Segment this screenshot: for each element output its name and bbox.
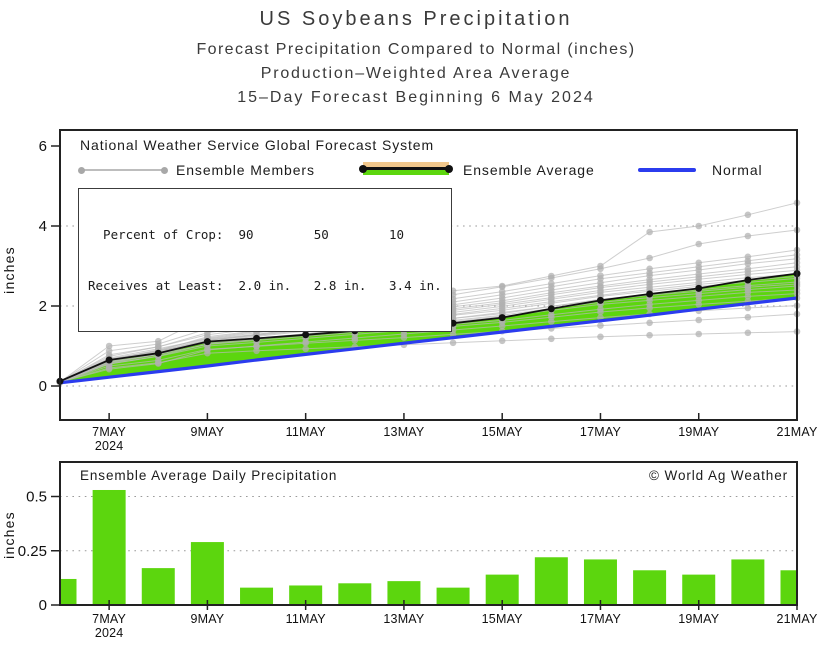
average-marker [646, 290, 654, 298]
x-tick-label: 15MAY [482, 612, 524, 626]
y-tick-label: 4 [39, 218, 47, 235]
below-normal-band-icon [363, 162, 449, 167]
average-marker [547, 305, 555, 313]
x-tick-label: 21MAY [776, 425, 818, 439]
y-axis-title: inches [1, 246, 17, 294]
forecast-source-label: National Weather Service Global Forecast… [80, 137, 435, 153]
bar [60, 578, 77, 605]
average-dot-icon [445, 164, 453, 173]
average-marker [744, 276, 752, 284]
average-marker [695, 284, 703, 292]
plot-frame [59, 461, 798, 606]
average-marker [203, 338, 211, 346]
bar [583, 559, 617, 605]
y-axis-title: inches [1, 511, 17, 559]
bar [534, 557, 568, 605]
y-tick-label: 0.25 [18, 543, 47, 560]
bar [387, 581, 421, 605]
bar [731, 559, 765, 605]
member-dot-icon [78, 166, 85, 174]
normal-swatch [638, 168, 696, 172]
x-tick-label: 21MAY [776, 612, 818, 626]
x-tick-label: 13MAY [383, 425, 425, 439]
ensemble-average-swatch [359, 162, 453, 175]
average-marker [498, 314, 506, 322]
ensemble-members-swatch [78, 166, 168, 174]
x-tick-label: 7MAY [92, 425, 126, 439]
x-tick-label: 13MAY [383, 612, 425, 626]
subtitle-forecast-period: 15–Day Forecast Beginning 6 May 2024 [237, 89, 595, 106]
x-tick-label: 9MAY [190, 425, 224, 439]
bar [633, 570, 667, 605]
bar [338, 583, 372, 605]
x-tick-label: 17MAY [580, 612, 622, 626]
bar [92, 489, 126, 605]
legend-ensemble-average: Ensemble Average [463, 162, 595, 178]
member-dot-icon [161, 166, 168, 174]
average-marker [302, 331, 310, 339]
x-tick-label: 19MAY [678, 612, 720, 626]
subtitle-comparison: Forecast Precipitation Compared to Norma… [196, 41, 636, 58]
average-marker [105, 356, 113, 364]
legend-normal: Normal [712, 162, 763, 178]
x-year-label: 2024 [95, 439, 124, 453]
average-marker [253, 334, 261, 342]
above-normal-band-icon [363, 170, 449, 175]
legend-ensemble-members: Ensemble Members [176, 162, 315, 178]
plot-frame [59, 129, 798, 421]
bar [682, 574, 716, 605]
page-title: US Soybeans Precipitation [259, 8, 573, 30]
y-tick-label: 2 [39, 298, 47, 315]
stats-percent-row: Percent of Crop: 90 50 10 [88, 227, 405, 242]
subtitle-area-average: Production–Weighted Area Average [260, 65, 572, 82]
bar [240, 587, 274, 605]
crop-percent-stats-box: Percent of Crop: 90 50 10 Receives at Le… [78, 188, 452, 332]
x-year-label: 2024 [95, 626, 124, 640]
copyright-label: © World Ag Weather [649, 468, 788, 483]
x-tick-label: 7MAY [92, 612, 126, 626]
x-tick-label: 19MAY [678, 425, 720, 439]
x-tick-label: 17MAY [580, 425, 622, 439]
y-tick-label: 6 [39, 138, 47, 155]
average-dot-icon [359, 164, 367, 173]
stats-receives-row: Receives at Least: 2.0 in. 2.8 in. 3.4 i… [88, 278, 442, 293]
bar [436, 587, 470, 605]
daily-precip-bars [60, 489, 797, 605]
average-line-icon [363, 167, 449, 170]
x-tick-label: 11MAY [286, 612, 327, 626]
x-tick-label: 9MAY [190, 612, 224, 626]
y-tick-label: 0 [39, 378, 47, 395]
daily-chart-title: Ensemble Average Daily Precipitation [80, 468, 338, 483]
x-tick-label: 15MAY [482, 425, 524, 439]
y-tick-label: 0.5 [26, 489, 47, 506]
bar [485, 574, 519, 605]
x-tick-label: 11MAY [286, 425, 327, 439]
y-tick-label: 0 [39, 597, 47, 614]
average-marker [596, 296, 604, 304]
normal-line [59, 296, 798, 385]
bar [289, 585, 323, 605]
average-marker [154, 349, 162, 357]
bar [141, 568, 175, 605]
bar [780, 570, 797, 605]
bar [190, 542, 224, 605]
